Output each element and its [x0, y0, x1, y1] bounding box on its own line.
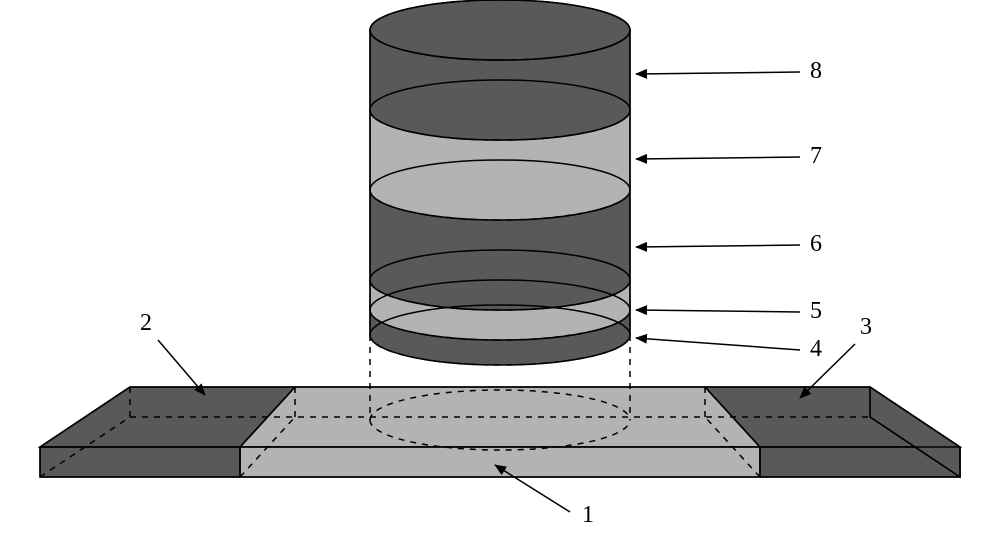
label-2: 2 — [140, 310, 152, 337]
label-3: 3 — [860, 314, 872, 341]
label-8: 8 — [810, 58, 822, 85]
label-4: 4 — [810, 336, 822, 363]
label-6: 6 — [810, 231, 822, 258]
label-1: 1 — [582, 502, 594, 529]
label-5: 5 — [810, 298, 822, 325]
label-7: 7 — [810, 143, 822, 170]
